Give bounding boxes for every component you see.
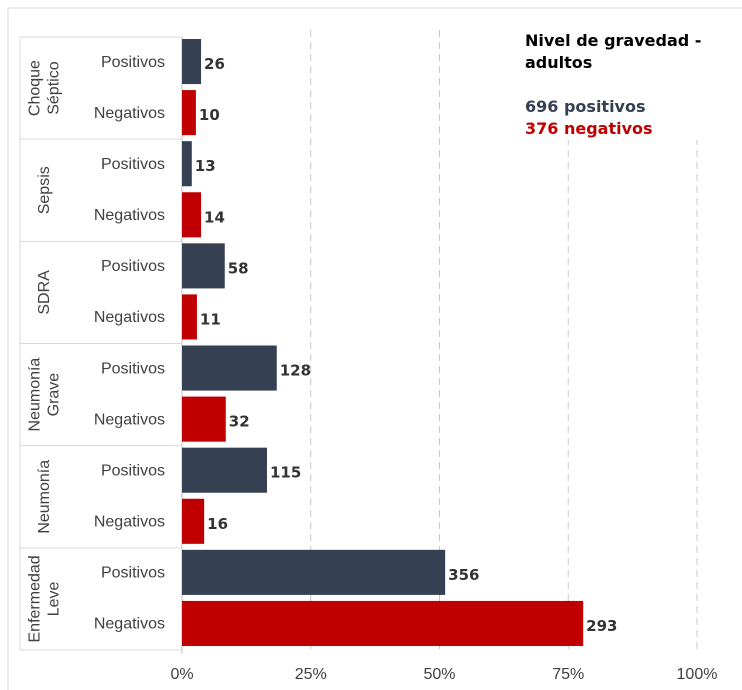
bar — [182, 447, 267, 493]
x-tick-label: 0% — [170, 666, 193, 683]
group-label: Grave — [46, 373, 63, 417]
row-label: Positivos — [101, 54, 165, 71]
bar — [182, 600, 584, 646]
group-label: Neumonía — [27, 358, 44, 432]
row-label: Positivos — [101, 565, 165, 582]
data-label: 10 — [199, 106, 220, 124]
data-label: 32 — [229, 413, 250, 431]
data-label: 115 — [270, 464, 301, 482]
bar — [182, 549, 446, 595]
data-label: 128 — [280, 362, 311, 380]
row-label: Negativos — [94, 207, 165, 224]
data-label: 11 — [200, 310, 221, 328]
row-label: Positivos — [101, 360, 165, 377]
bar — [182, 345, 277, 391]
row-label: Negativos — [94, 411, 165, 428]
group-label: Neumonía — [36, 460, 53, 534]
data-label: 293 — [586, 617, 617, 635]
bar — [182, 396, 226, 442]
group-label: Choque — [27, 60, 44, 116]
group-label: Sepsis — [36, 166, 53, 214]
bar — [182, 243, 225, 289]
data-label: 58 — [228, 259, 249, 277]
bar — [182, 141, 192, 187]
bar — [182, 90, 196, 136]
x-tick-label: 25% — [295, 666, 327, 683]
row-label: Negativos — [94, 105, 165, 122]
bar — [182, 294, 197, 340]
row-label: Positivos — [101, 258, 165, 275]
x-tick-label: 75% — [552, 666, 584, 683]
data-label: 26 — [204, 55, 225, 73]
group-label: Leve — [46, 581, 63, 616]
row-label: Negativos — [94, 616, 165, 633]
annotation: 376 negativos — [525, 119, 653, 138]
group-label: Enfermedad — [27, 555, 44, 642]
data-label: 356 — [448, 566, 479, 584]
group-label: Séptico — [46, 61, 63, 114]
bar — [182, 39, 202, 85]
row-label: Negativos — [94, 514, 165, 531]
row-label: Negativos — [94, 309, 165, 326]
row-label: Positivos — [101, 462, 165, 479]
row-label: Positivos — [101, 156, 165, 173]
data-label: 13 — [195, 157, 216, 175]
group-label: SDRA — [36, 270, 53, 315]
data-label: 16 — [207, 515, 228, 533]
chart-title: Nivel de gravedad - adultos — [525, 31, 702, 72]
bar — [182, 498, 205, 544]
x-tick-label: 100% — [677, 666, 718, 683]
data-label: 14 — [204, 208, 225, 226]
bar — [182, 192, 202, 238]
x-tick-label: 50% — [423, 666, 455, 683]
annotation: 696 positivos — [525, 97, 646, 116]
annotation-box: Nivel de gravedad - adultos 696 positivo… — [525, 30, 705, 140]
